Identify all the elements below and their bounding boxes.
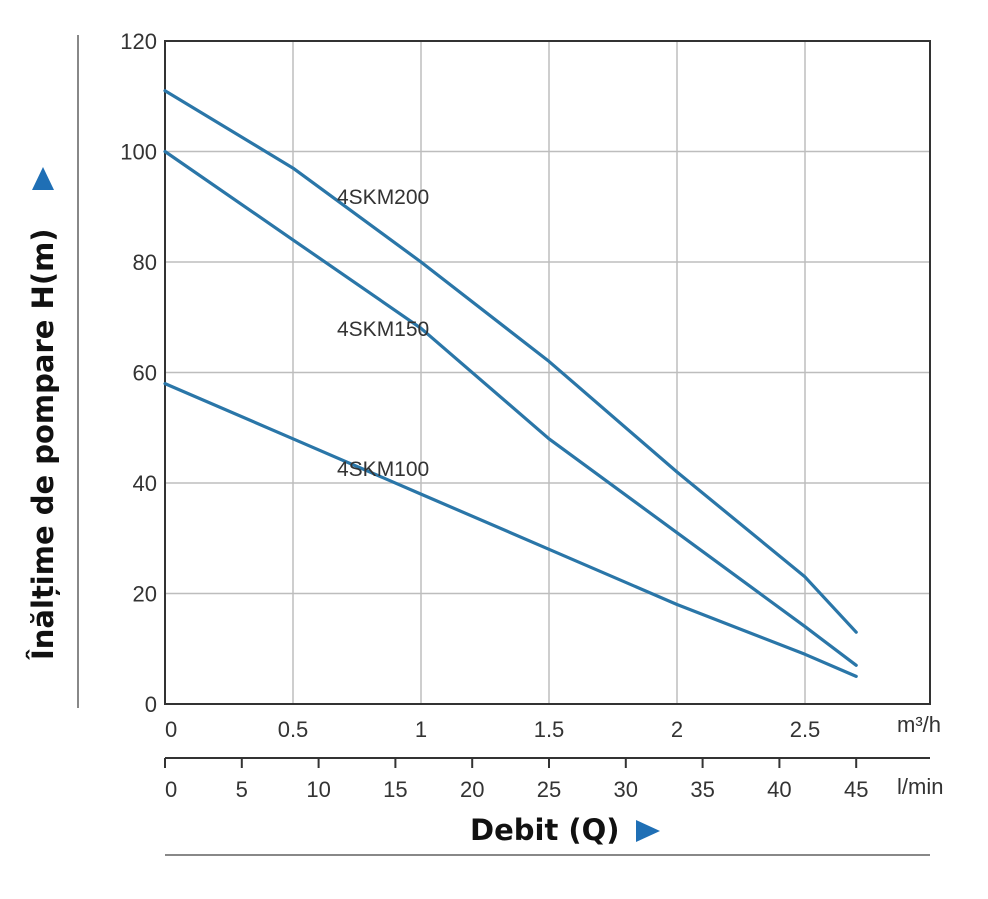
tick-labels: 0 20 40 60 80 100 120 0 0.5 1 1.5 2 2.5 0 5 10 15 20 25 30 3… [120, 29, 868, 802]
x-tick-label: 2.5 [790, 717, 821, 742]
y-axis-title: Înălțime de pompare H(m) [26, 228, 60, 660]
x2-tick-label: 10 [306, 777, 330, 802]
x-unit-label: m³/h [897, 712, 941, 737]
series-line-4SKM150 [163, 149, 858, 667]
x-tick-label: 0.5 [278, 717, 309, 742]
x2-tick-label: 30 [614, 777, 638, 802]
x-tick-label: 1.5 [534, 717, 565, 742]
series-line-4SKM100 [163, 382, 858, 679]
x2-tick-label: 40 [767, 777, 791, 802]
x-axis-title: Debit (Q) [470, 813, 620, 847]
series-label-4SKM200: 4SKM200 [337, 186, 429, 209]
y-tick-label: 80 [133, 250, 157, 275]
x-tick-label: 0 [165, 717, 177, 742]
x2-tick-label: 35 [690, 777, 714, 802]
series-label-4SKM150: 4SKM150 [337, 318, 429, 341]
y-tick-label: 120 [120, 29, 157, 54]
x-tick-label: 2 [671, 717, 683, 742]
x2-tick-label: 20 [460, 777, 484, 802]
x2-unit-label: l/min [897, 774, 943, 799]
series-label-4SKM100: 4SKM100 [337, 458, 429, 481]
x2-tick-label: 25 [537, 777, 561, 802]
series-line-4SKM200 [163, 89, 858, 634]
x-axis-arrow-icon [636, 820, 660, 842]
y-tick-label: 60 [133, 361, 157, 386]
y-tick-label: 0 [145, 692, 157, 717]
series-lines [163, 89, 858, 679]
x-tick-label: 1 [415, 717, 427, 742]
y-tick-label: 100 [120, 140, 157, 165]
x2-tick-label: 15 [383, 777, 407, 802]
x2-tick-label: 0 [165, 777, 177, 802]
y-tick-label: 40 [133, 471, 157, 496]
y-tick-label: 20 [133, 582, 157, 607]
plot-frame [164, 40, 931, 705]
grid [165, 41, 930, 704]
x2-tick-label: 5 [236, 777, 248, 802]
y-axis-arrow-icon [32, 167, 54, 190]
x2-tick-label: 45 [844, 777, 868, 802]
